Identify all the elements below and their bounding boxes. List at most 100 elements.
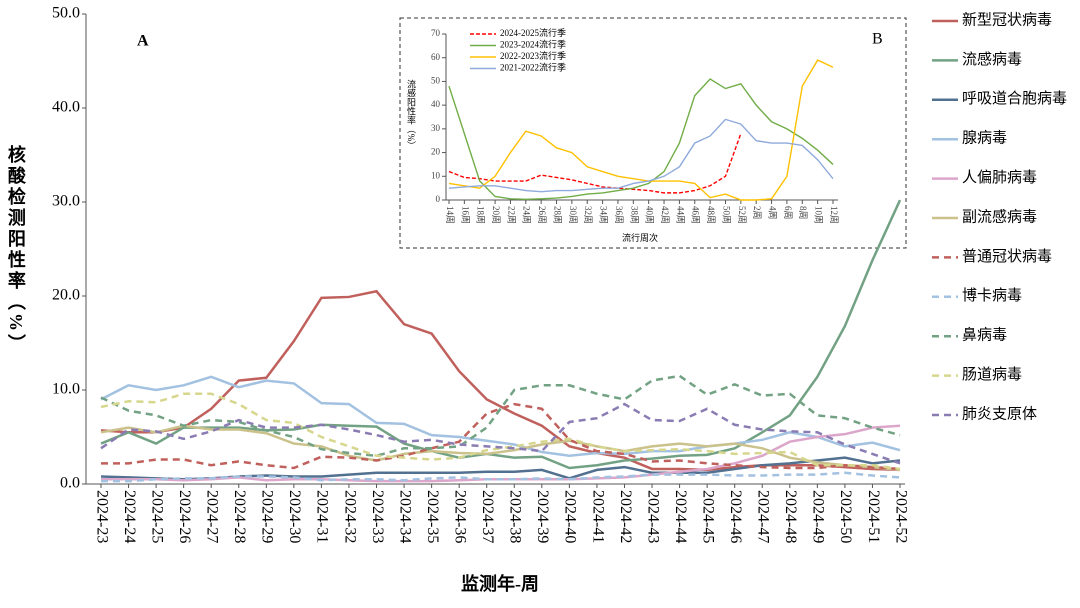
y-tick-label: 20.0 xyxy=(52,287,80,304)
y-tick-label: 60 xyxy=(431,52,441,62)
x-tick-label: 2024-31 xyxy=(314,490,331,543)
x-tick-label: 2024-36 xyxy=(452,490,469,543)
x-tick-label: 8周 xyxy=(798,206,808,220)
legend-label: 肺炎支原体 xyxy=(962,405,1037,422)
x-tick-label: 2024-33 xyxy=(369,490,386,543)
y-axis-title: 核酸检测阳性率（%） xyxy=(6,144,26,355)
legend-label: 2023-2024流行季 xyxy=(500,39,566,50)
series-line xyxy=(100,374,901,458)
legend-label: 副流感病毒 xyxy=(962,208,1037,225)
x-tick-label: 48周 xyxy=(706,206,716,224)
x-tick-label: 2024-43 xyxy=(644,490,661,543)
series-line xyxy=(100,392,901,471)
legend-label: 流感病毒 xyxy=(962,51,1022,68)
x-tick-label: 2024-24 xyxy=(121,490,138,543)
x-tick-label: 2024-49 xyxy=(810,490,827,543)
series-line xyxy=(100,375,901,458)
legend-label: 博卡病毒 xyxy=(962,287,1022,304)
x-tick-label: 28周 xyxy=(552,206,562,224)
x-tick-label: 46周 xyxy=(691,206,701,224)
series-line xyxy=(100,402,901,465)
x-tick-label: 2024-44 xyxy=(672,490,689,543)
series-line xyxy=(100,456,901,481)
legend-label: 呼吸道合胞病毒 xyxy=(962,90,1067,107)
x-tick-label: 2024-48 xyxy=(782,490,799,543)
y-tick-label: 30 xyxy=(431,123,441,133)
x-tick-label: 2024-30 xyxy=(286,490,303,543)
series-line xyxy=(448,59,834,201)
x-tick-label: 10周 xyxy=(814,206,824,224)
y-tick-label: 70 xyxy=(431,28,441,38)
x-tick-label: 12周 xyxy=(829,206,839,224)
legend-label: 2024-2025流行季 xyxy=(500,27,566,38)
y-tick-label: 10 xyxy=(431,170,441,180)
x-tick-label: 2周 xyxy=(752,206,762,220)
x-tick-label: 24周 xyxy=(522,206,532,224)
x-tick-label: 26周 xyxy=(537,206,547,224)
x-tick-label: 40周 xyxy=(645,206,655,224)
y-tick-label: 30.0 xyxy=(52,193,80,210)
x-axis-title: 监测年-周 xyxy=(461,573,539,594)
series-line xyxy=(101,402,901,471)
legend-label: 新型冠状病毒 xyxy=(962,11,1052,28)
x-tick-label: 36周 xyxy=(614,206,624,224)
series-line xyxy=(448,133,742,194)
y-tick-label: 40.0 xyxy=(52,99,80,116)
x-tick-label: 2024-47 xyxy=(755,490,772,543)
x-tick-label: 2024-39 xyxy=(534,490,551,543)
x-tick-label: 22周 xyxy=(506,206,516,224)
y-tick-label: 0 xyxy=(436,194,441,204)
legend-label: 2021-2022流行季 xyxy=(500,62,566,73)
legend-label: 人偏肺病毒 xyxy=(962,169,1037,186)
x-tick-label: 2024-38 xyxy=(507,490,524,543)
x-tick-label: 2024-34 xyxy=(396,490,413,543)
x-tick-label: 2024-26 xyxy=(176,490,193,543)
inset-frame xyxy=(399,17,907,249)
x-tick-label: 6周 xyxy=(783,206,793,220)
x-tick-label: 2024-42 xyxy=(617,490,634,543)
series-line xyxy=(101,471,901,483)
x-tick-label: 2024-52 xyxy=(892,490,909,543)
y-tick-label: 0.0 xyxy=(60,475,80,492)
x-tick-label: 44周 xyxy=(675,206,685,224)
series-line xyxy=(100,199,902,470)
x-tick-label: 2024-23 xyxy=(93,490,110,543)
x-tick-label: 2024-50 xyxy=(837,490,854,543)
x-tick-label: 52周 xyxy=(737,206,747,224)
legend-label: 普通冠状病毒 xyxy=(962,248,1052,265)
x-tick-label: 2024-25 xyxy=(148,490,165,543)
x-tick-label: 38周 xyxy=(629,206,639,224)
x-tick-label: 2024-29 xyxy=(259,490,276,543)
inset-x-title: 流行周次 xyxy=(622,232,658,243)
x-tick-label: 2024-41 xyxy=(589,490,606,543)
x-tick-label: 16周 xyxy=(460,206,470,224)
x-tick-label: 42周 xyxy=(660,206,670,224)
x-tick-label: 2024-27 xyxy=(204,490,221,543)
x-tick-label: 2024-40 xyxy=(562,490,579,543)
panel-label: A xyxy=(137,33,149,50)
x-tick-label: 2024-46 xyxy=(727,490,744,543)
y-tick-label: 50 xyxy=(431,75,441,85)
x-tick-label: 50周 xyxy=(721,206,731,224)
legend-label: 2022-2023流行季 xyxy=(500,50,566,61)
legend-label: 鼻病毒 xyxy=(962,327,1007,344)
x-tick-label: 30周 xyxy=(568,206,578,224)
series-line xyxy=(448,78,834,200)
y-tick-label: 40 xyxy=(431,99,441,109)
x-tick-label: 32周 xyxy=(583,206,593,224)
series-line xyxy=(448,118,834,193)
x-tick-label: 2024-51 xyxy=(865,490,882,543)
x-tick-label: 2024-37 xyxy=(479,490,496,543)
legend-label: 肠道病毒 xyxy=(962,366,1022,383)
x-tick-label: 18周 xyxy=(476,206,486,224)
inset-y-title: 流感阳性率（%） xyxy=(406,79,416,151)
x-tick-label: 34周 xyxy=(599,206,609,224)
x-tick-label: 2024-32 xyxy=(341,490,358,543)
legend-label: 腺病毒 xyxy=(962,130,1007,147)
panel-label: B xyxy=(872,31,883,48)
x-tick-label: 14周 xyxy=(445,206,455,224)
y-tick-label: 50.0 xyxy=(52,5,80,22)
series-line xyxy=(100,424,901,472)
y-tick-label: 10.0 xyxy=(52,381,80,398)
